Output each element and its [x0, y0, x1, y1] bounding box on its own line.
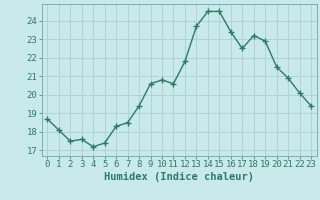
X-axis label: Humidex (Indice chaleur): Humidex (Indice chaleur) — [104, 172, 254, 182]
